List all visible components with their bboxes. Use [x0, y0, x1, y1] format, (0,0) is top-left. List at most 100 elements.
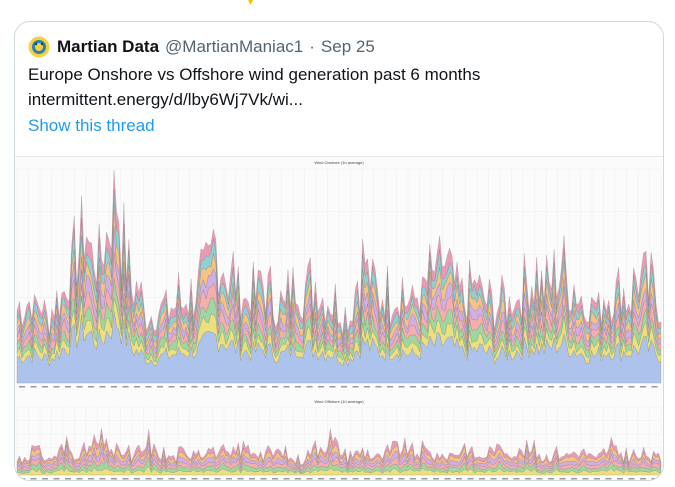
x-tick-mark [352, 478, 359, 480]
x-tick-mark [157, 478, 163, 480]
x-tick-mark [502, 386, 508, 388]
x-tick-mark [111, 386, 117, 388]
x-tick-mark [467, 386, 474, 388]
x-tick-mark [65, 478, 71, 480]
series-area-7 [16, 170, 662, 340]
x-tick-mark [214, 478, 221, 480]
x-tick-mark [341, 386, 347, 388]
x-tick-mark [490, 386, 497, 388]
x-tick-mark [203, 478, 209, 480]
x-tick-mark [536, 478, 543, 480]
x-tick-mark [513, 386, 520, 388]
x-tick-mark [53, 478, 60, 480]
x-tick-mark [226, 386, 232, 388]
x-tick-mark [145, 478, 152, 480]
x-tick-mark [76, 386, 83, 388]
x-tick-mark [479, 478, 485, 480]
x-tick-mark [479, 386, 485, 388]
x-tick-mark [548, 478, 554, 480]
x-tick-mark [134, 478, 140, 480]
x-tick-mark [582, 478, 589, 480]
x-tick-mark [168, 478, 175, 480]
x-tick-mark [168, 386, 175, 388]
caret-icon: ▾ [248, 0, 254, 8]
x-tick-mark [525, 386, 531, 388]
x-tick-mark [651, 386, 658, 388]
x-tick-mark [410, 386, 416, 388]
x-tick-mark [433, 478, 439, 480]
x-tick-mark [157, 386, 163, 388]
x-tick-mark [145, 386, 152, 388]
author-name[interactable]: Martian Data [57, 37, 160, 56]
tweet-text-line-1: Europe Onshore vs Offshore wind generati… [28, 65, 481, 84]
x-tick-mark [490, 478, 497, 480]
x-tick-mark [42, 386, 48, 388]
x-tick-mark [444, 478, 451, 480]
x-tick-mark [122, 478, 129, 480]
x-tick-mark [42, 478, 48, 480]
tweet-media-image[interactable]: Wind Onshore (1h average) Wind Offshore … [15, 156, 663, 480]
offshore-chart-svg [16, 406, 662, 480]
x-tick-mark [65, 386, 71, 388]
x-tick-mark [203, 386, 209, 388]
x-tick-mark [617, 478, 623, 480]
onshore-chart-title: Wind Onshore (1h average) [314, 160, 364, 165]
x-tick-mark [306, 478, 313, 480]
x-tick-mark [30, 478, 37, 480]
tweet-card[interactable]: Martian Data @MartianManiac1 · Sep 25 Eu… [14, 21, 664, 481]
x-tick-mark [111, 478, 117, 480]
x-tick-mark [467, 478, 474, 480]
x-tick-mark [191, 386, 198, 388]
x-tick-mark [364, 386, 370, 388]
x-tick-mark [582, 386, 589, 388]
x-tick-mark [53, 386, 60, 388]
x-tick-mark [387, 478, 393, 480]
x-tick-mark [387, 386, 393, 388]
x-tick-mark [559, 478, 566, 480]
x-tick-mark [329, 386, 336, 388]
x-tick-mark [525, 478, 531, 480]
x-tick-mark [99, 478, 106, 480]
x-tick-mark [398, 386, 405, 388]
x-tick-mark [617, 386, 623, 388]
x-tick-mark [536, 386, 543, 388]
x-tick-mark [295, 386, 301, 388]
x-tick-mark [237, 386, 244, 388]
author-handle[interactable]: @MartianManiac1 [165, 37, 304, 56]
onshore-chart-svg [16, 168, 662, 388]
tweet-link-url[interactable]: intermittent.energy/d/lby6Wj7Vk/wi... [28, 90, 303, 109]
x-tick-mark [502, 478, 508, 480]
x-tick-mark [364, 478, 370, 480]
tweet-date[interactable]: Sep 25 [320, 37, 375, 56]
x-tick-mark [640, 478, 646, 480]
x-tick-mark [594, 386, 600, 388]
x-tick-mark [88, 386, 94, 388]
x-tick-mark [628, 478, 635, 480]
x-tick-mark [375, 386, 382, 388]
x-tick-mark [237, 478, 244, 480]
x-tick-mark [329, 478, 336, 480]
x-tick-mark [19, 478, 25, 480]
offshore-chart: Wind Offshore (1h average) [15, 397, 663, 480]
martian-avatar-icon[interactable] [28, 36, 50, 58]
x-tick-mark [226, 478, 232, 480]
x-tick-mark [88, 478, 94, 480]
x-tick-mark [191, 478, 198, 480]
show-thread-link[interactable]: Show this thread [28, 116, 155, 135]
x-tick-mark [283, 386, 290, 388]
x-tick-mark [272, 478, 278, 480]
x-tick-mark [352, 386, 359, 388]
series-area-5 [16, 428, 662, 468]
tweet-header: Martian Data @MartianManiac1 · Sep 25 [57, 36, 375, 58]
x-tick-mark [375, 478, 382, 480]
x-tick-mark [306, 386, 313, 388]
x-tick-mark [410, 478, 416, 480]
x-tick-mark [283, 478, 290, 480]
x-tick-mark [548, 386, 554, 388]
x-tick-mark [180, 478, 186, 480]
x-tick-mark [260, 386, 267, 388]
x-tick-mark [76, 478, 83, 480]
x-tick-mark [249, 386, 255, 388]
x-tick-mark [628, 386, 635, 388]
x-tick-mark [651, 478, 658, 480]
